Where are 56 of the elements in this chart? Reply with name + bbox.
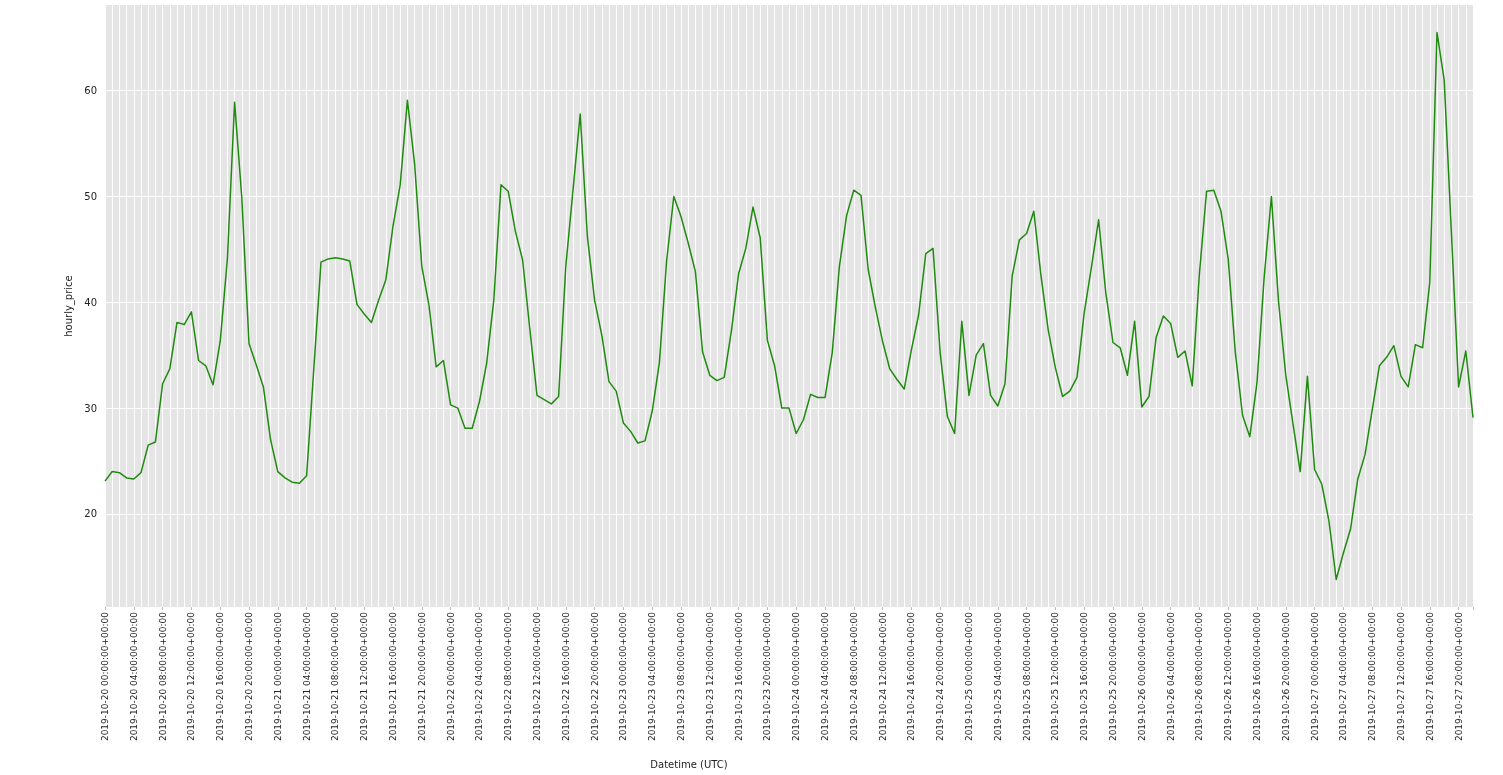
x-tick-label: 2019-10-25 08:00:00+00:00 bbox=[1021, 611, 1032, 742]
x-tick-label: 2019-10-25 20:00:00+00:00 bbox=[1108, 611, 1118, 742]
x-tick-label: 2019-10-21 08:00:00+00:00 bbox=[330, 611, 341, 742]
x-tick-label: 2019-10-25 04:00:00+00:00 bbox=[992, 611, 1003, 742]
x-tick-label: 2019-10-22 12:00:00+00:00 bbox=[532, 611, 542, 742]
y-axis-title: hourly_price bbox=[62, 275, 75, 337]
x-tick-label: 2019-10-21 04:00:00+00:00 bbox=[301, 611, 312, 742]
x-tick-label: 2019-10-23 08:00:00+00:00 bbox=[676, 611, 686, 742]
x-tick-label: 2019-10-20 12:00:00+00:00 bbox=[186, 611, 197, 742]
x-tick-label: 2019-10-24 12:00:00+00:00 bbox=[877, 611, 888, 742]
x-tick-label: 2019-10-20 16:00:00+00:00 bbox=[215, 611, 226, 742]
x-tick-label: 2019-10-22 20:00:00+00:00 bbox=[589, 611, 600, 742]
y-tick-label: 20 bbox=[84, 508, 97, 520]
x-tick-label: 2019-10-22 04:00:00+00:00 bbox=[474, 611, 485, 742]
y-tick-label: 60 bbox=[84, 85, 97, 97]
x-tick-label: 2019-10-26 04:00:00+00:00 bbox=[1165, 611, 1176, 742]
x-tick-label: 2019-10-24 00:00:00+00:00 bbox=[791, 611, 802, 742]
x-tick-label: 2019-10-22 16:00:00+00:00 bbox=[560, 611, 571, 742]
x-tick-label: 2019-10-24 08:00:00+00:00 bbox=[848, 611, 859, 742]
x-tick-label: 2019-10-21 16:00:00+00:00 bbox=[388, 611, 398, 742]
y-tick-label: 30 bbox=[84, 402, 97, 414]
y-tick-label: 40 bbox=[84, 296, 97, 308]
x-tick-label: 2019-10-25 16:00:00+00:00 bbox=[1079, 611, 1090, 742]
x-axis-title: Datetime (UTC) bbox=[650, 758, 728, 770]
x-tick-label: 2019-10-27 08:00:00+00:00 bbox=[1367, 611, 1378, 742]
x-tick-label: 2019-10-21 00:00:00+00:00 bbox=[272, 611, 283, 742]
x-tick-label: 2019-10-20 20:00:00+00:00 bbox=[244, 611, 254, 742]
x-tick-label: 2019-10-26 20:00:00+00:00 bbox=[1280, 611, 1291, 742]
x-tick-label: 2019-10-23 16:00:00+00:00 bbox=[733, 611, 744, 742]
x-tick-label: 2019-10-27 04:00:00+00:00 bbox=[1338, 611, 1349, 742]
line-series bbox=[104, 31, 1474, 581]
x-tick-label: 2019-10-21 20:00:00+00:00 bbox=[416, 611, 427, 742]
x-tick-label: 2019-10-22 08:00:00+00:00 bbox=[503, 611, 514, 742]
x-tick-label: 2019-10-26 12:00:00+00:00 bbox=[1223, 611, 1234, 742]
x-tick-label: 2019-10-26 16:00:00+00:00 bbox=[1252, 611, 1262, 742]
x-tick-label: 2019-10-27 16:00:00+00:00 bbox=[1424, 611, 1435, 742]
x-tick-label: 2019-10-26 08:00:00+00:00 bbox=[1194, 611, 1205, 742]
x-tick-label: 2019-10-23 04:00:00+00:00 bbox=[647, 611, 658, 742]
x-tick-label: 2019-10-21 12:00:00+00:00 bbox=[359, 611, 370, 742]
x-tick-label: 2019-10-20 00:00:00+00:00 bbox=[100, 611, 110, 742]
x-tick-label: 2019-10-24 16:00:00+00:00 bbox=[906, 611, 917, 742]
y-tick-label: 50 bbox=[84, 191, 97, 202]
x-tick-label: 2019-10-27 12:00:00+00:00 bbox=[1396, 611, 1406, 742]
x-tick-label: 2019-10-24 20:00:00+00:00 bbox=[935, 611, 946, 742]
x-tick-label: 2019-10-27 00:00:00+00:00 bbox=[1309, 611, 1320, 742]
x-tick-label: 2019-10-23 12:00:00+00:00 bbox=[704, 611, 715, 742]
x-tick-label: 2019-10-24 04:00:00+00:00 bbox=[820, 611, 830, 742]
x-tick-label: 2019-10-20 04:00:00+00:00 bbox=[128, 611, 139, 742]
x-tick-label: 2019-10-25 12:00:00+00:00 bbox=[1050, 611, 1061, 742]
x-tick-label: 2019-10-26 00:00:00+00:00 bbox=[1136, 611, 1147, 742]
x-tick-label: 2019-10-23 20:00:00+00:00 bbox=[762, 611, 773, 742]
x-tick-label: 2019-10-22 00:00:00+00:00 bbox=[445, 611, 456, 742]
x-tick-label: 2019-10-25 00:00:00+00:00 bbox=[964, 611, 974, 742]
x-tick-label: 2019-10-23 00:00:00+00:00 bbox=[618, 611, 629, 742]
x-tick-label: 2019-10-20 08:00:00+00:00 bbox=[157, 611, 168, 742]
x-tick-label: 2019-10-27 20:00:00+00:00 bbox=[1453, 611, 1464, 742]
